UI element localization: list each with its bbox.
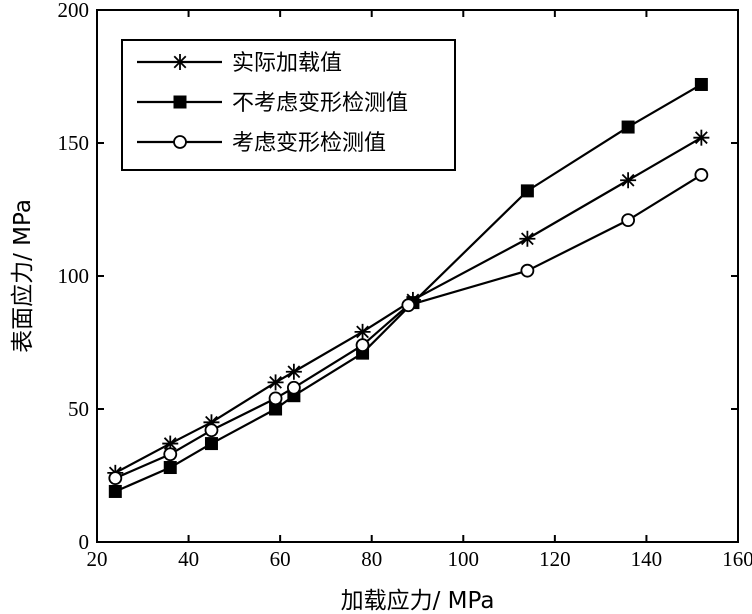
legend-item: 不考虑变形检测值 xyxy=(137,91,408,116)
data-point xyxy=(694,168,709,182)
data-point xyxy=(285,363,302,380)
legend-label: 不考虑变形检测值 xyxy=(232,91,408,116)
data-point xyxy=(520,263,535,278)
data-point xyxy=(354,323,371,340)
legend-marker xyxy=(172,54,188,70)
data-point xyxy=(693,129,710,146)
legend-label: 实际加载值 xyxy=(232,51,342,76)
star-stroke xyxy=(287,365,301,379)
series-layer xyxy=(107,77,710,498)
data-point xyxy=(204,437,218,451)
legend-label: 考虑变形检测值 xyxy=(232,131,386,156)
star-stroke xyxy=(163,437,177,450)
star-stroke xyxy=(694,131,708,145)
y-tick-label: 100 xyxy=(58,264,90,288)
x-tick-label: 60 xyxy=(270,547,291,571)
data-point xyxy=(621,213,636,228)
y-tick-label: 150 xyxy=(58,131,90,155)
data-point xyxy=(204,423,219,438)
data-point xyxy=(355,338,370,353)
x-tick-label: 120 xyxy=(539,547,571,571)
legend-item: 实际加载值 xyxy=(137,51,342,76)
data-point xyxy=(401,298,416,313)
series-line xyxy=(114,83,702,493)
data-point xyxy=(620,172,637,189)
data-point xyxy=(108,484,122,498)
star-stroke xyxy=(621,173,635,187)
data-point xyxy=(286,380,301,395)
x-axis-ticks: 20 40 60 80 100 120 140 160 xyxy=(87,10,752,571)
x-tick-label: 80 xyxy=(361,547,382,571)
data-point xyxy=(163,447,178,462)
x-axis-label: 加载应力/ MPa xyxy=(341,588,495,614)
series-3 xyxy=(108,168,709,486)
x-tick-label: 160 xyxy=(722,547,752,571)
x-tick-label: 20 xyxy=(87,547,108,571)
y-tick-label: 200 xyxy=(58,0,90,22)
x-tick-label: 40 xyxy=(178,547,199,571)
star-stroke xyxy=(173,55,187,69)
series-line xyxy=(114,136,702,474)
data-point xyxy=(163,461,177,475)
series-line xyxy=(114,173,702,480)
y-axis-ticks: 0 50 100 150 200 xyxy=(58,0,738,554)
data-point xyxy=(108,471,123,486)
star-stroke xyxy=(269,376,282,389)
star-stroke xyxy=(520,232,534,246)
legend-item: 考虑变形检测值 xyxy=(137,131,386,156)
data-point xyxy=(267,374,284,391)
legend-marker xyxy=(173,135,187,149)
y-tick-label: 0 xyxy=(79,530,90,554)
data-point xyxy=(621,120,635,134)
star-stroke xyxy=(356,325,369,339)
series-2 xyxy=(108,77,708,498)
data-point xyxy=(520,184,534,198)
x-tick-label: 100 xyxy=(448,547,480,571)
y-axis-label: 表面应力/ MPa xyxy=(10,199,36,353)
data-point xyxy=(268,391,283,406)
data-point xyxy=(519,230,536,247)
y-tick-label: 50 xyxy=(68,397,89,421)
legend-marker xyxy=(173,95,187,109)
x-tick-label: 140 xyxy=(631,547,663,571)
data-point xyxy=(694,77,708,91)
